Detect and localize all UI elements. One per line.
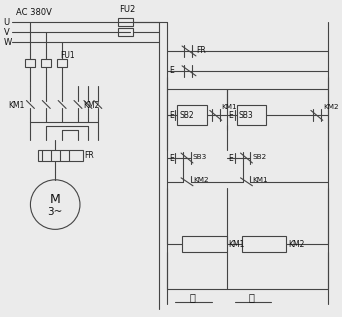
Text: KM2: KM2 bbox=[193, 177, 209, 183]
Text: FU2: FU2 bbox=[120, 5, 136, 14]
Text: FR: FR bbox=[84, 151, 94, 159]
Bar bbox=[118, 18, 133, 26]
Bar bbox=[177, 106, 207, 125]
Text: KM1: KM1 bbox=[229, 240, 245, 249]
Text: E: E bbox=[229, 153, 233, 163]
Text: KM1: KM1 bbox=[222, 105, 237, 110]
Text: FU1: FU1 bbox=[60, 51, 75, 61]
Text: W: W bbox=[4, 37, 12, 47]
Bar bbox=[182, 236, 227, 252]
Text: KM2: KM2 bbox=[288, 240, 304, 249]
Text: V: V bbox=[4, 28, 10, 37]
Bar bbox=[57, 59, 67, 67]
Text: FR: FR bbox=[196, 47, 206, 55]
Text: SB3: SB3 bbox=[193, 154, 207, 160]
Text: SB2: SB2 bbox=[252, 154, 267, 160]
Text: E: E bbox=[229, 111, 233, 120]
Text: SB2: SB2 bbox=[179, 111, 194, 120]
Text: U: U bbox=[4, 18, 10, 27]
Text: KM2: KM2 bbox=[323, 105, 338, 110]
Text: KM2: KM2 bbox=[83, 101, 99, 110]
Bar bbox=[118, 28, 133, 36]
Text: E: E bbox=[169, 66, 174, 75]
Text: M: M bbox=[50, 193, 61, 206]
Text: KM1: KM1 bbox=[252, 177, 268, 183]
Bar bbox=[237, 106, 266, 125]
Text: KM1: KM1 bbox=[9, 101, 25, 110]
Text: E: E bbox=[169, 153, 174, 163]
Text: 3~: 3~ bbox=[48, 206, 63, 217]
Text: SB3: SB3 bbox=[238, 111, 253, 120]
Bar bbox=[25, 59, 35, 67]
Text: AC 380V: AC 380V bbox=[15, 8, 51, 17]
Text: 正: 正 bbox=[189, 292, 195, 302]
Bar bbox=[41, 59, 51, 67]
Bar bbox=[241, 236, 286, 252]
Bar bbox=[38, 150, 83, 161]
Text: 反: 反 bbox=[249, 292, 254, 302]
Text: E: E bbox=[169, 111, 174, 120]
